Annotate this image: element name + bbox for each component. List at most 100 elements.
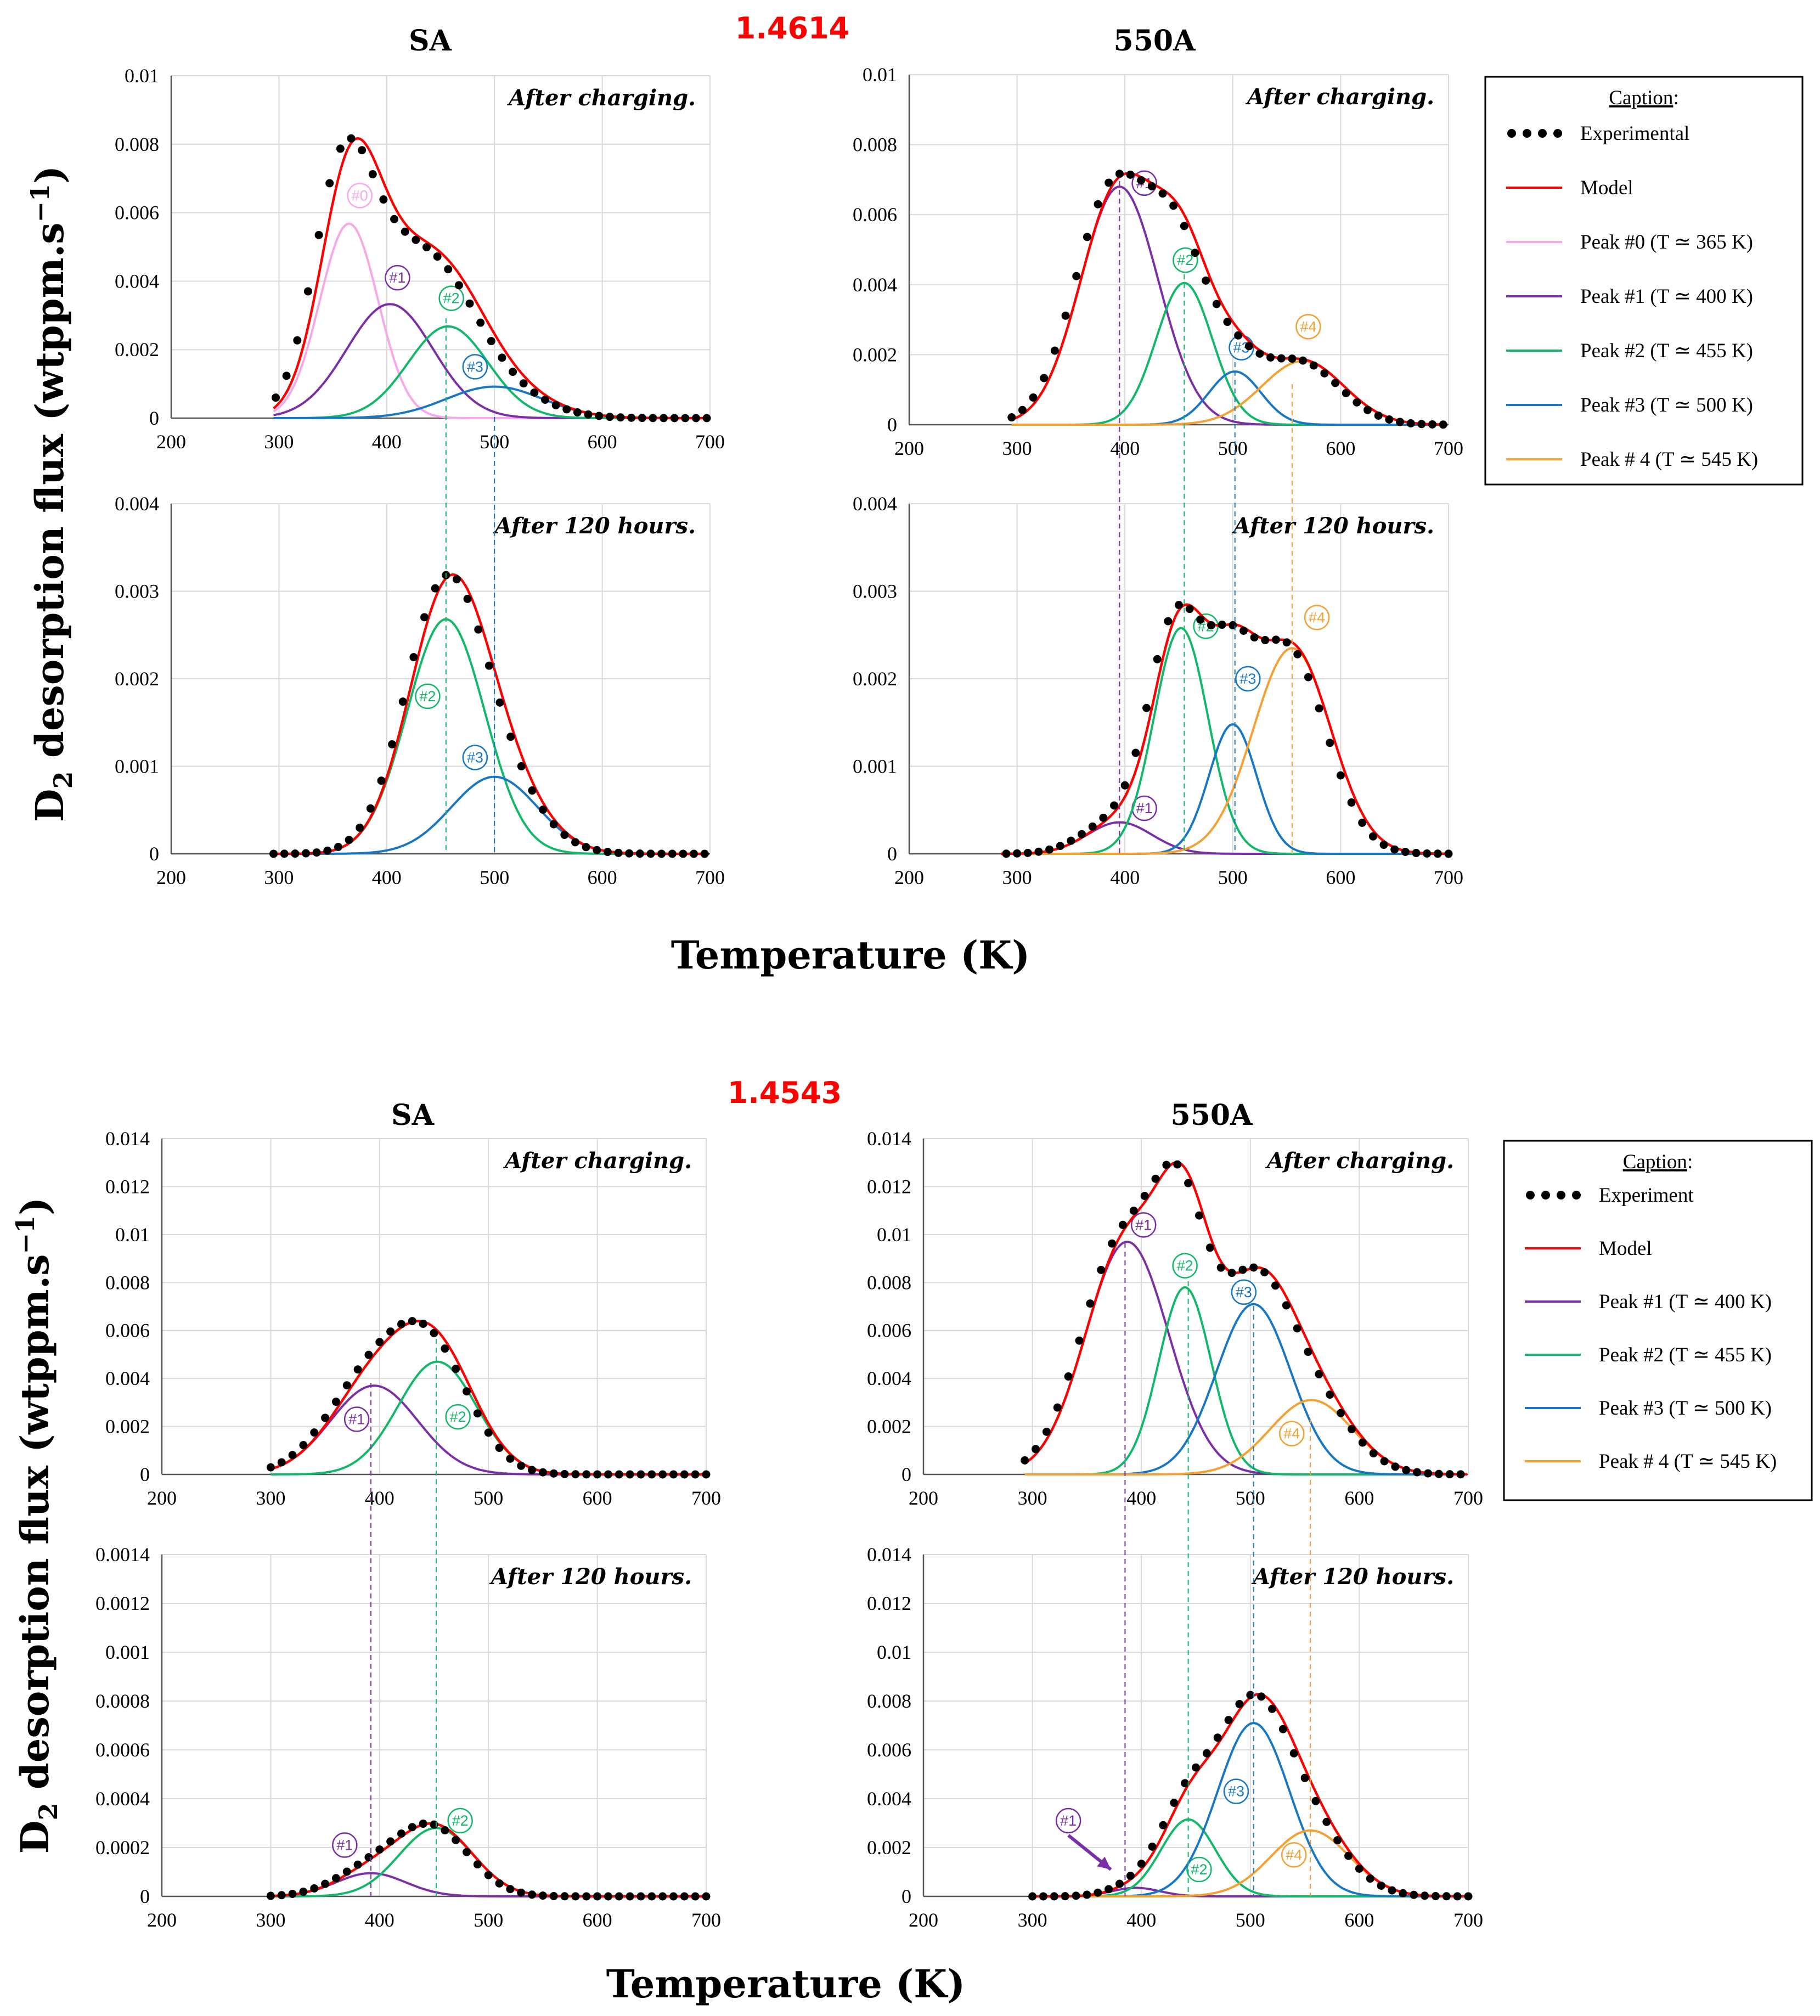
experimental-point [1072, 1891, 1080, 1900]
experimental-point [433, 252, 442, 261]
chart-annotation: After charging. [503, 1148, 692, 1174]
experimental-point [691, 414, 700, 423]
experimental-point [310, 1884, 319, 1893]
legend-item-p1: Peak #1 (T ≃ 400 K) [1525, 1291, 1772, 1313]
experimental-point [1431, 1891, 1440, 1900]
experimental-point [1456, 1470, 1465, 1479]
gridlines [923, 1554, 1469, 1896]
experimental-point [517, 762, 526, 770]
experimental-point [616, 413, 625, 422]
experimental-point [1413, 1468, 1422, 1477]
y-label-exp: −1 [25, 184, 55, 223]
experimental-series [272, 134, 711, 423]
experimental-point [690, 849, 698, 858]
y-tick-label: 0.01 [115, 1224, 150, 1246]
legend-title: Caption: [1623, 1151, 1693, 1173]
legend-item-p2: Peak #2 (T ≃ 455 K) [1525, 1344, 1772, 1366]
experimental-point [636, 1892, 645, 1901]
peak-label-p4: #4 [1279, 1421, 1305, 1446]
x-tick-label: 500 [1218, 437, 1248, 459]
experimental-point [627, 413, 636, 422]
experimental-point [321, 1879, 330, 1888]
peak-label-p1: #1 [1055, 1807, 1081, 1834]
legend-label: Peak #1 (T ≃ 400 K) [1599, 1291, 1772, 1313]
experimental-point [430, 1328, 438, 1337]
experimental-point [1180, 222, 1188, 230]
experimental-point [593, 1892, 602, 1901]
y-tick-label: 0.006 [867, 1739, 911, 1761]
experimental-point [1399, 1889, 1407, 1897]
experimental-point [484, 1871, 493, 1879]
experimental-point [1369, 1449, 1378, 1458]
experimental-point [1202, 276, 1210, 285]
experimental-point [582, 1470, 591, 1479]
experimental-point [375, 1845, 384, 1854]
experimental-point [1246, 1691, 1255, 1699]
experimental-point [465, 299, 474, 308]
experimental-point [560, 830, 569, 839]
experimental-point [1300, 1773, 1309, 1782]
x-tick-label: 400 [1126, 1487, 1156, 1509]
x-tick-label: 400 [365, 1487, 395, 1509]
y-label-end: ) [27, 166, 72, 184]
experimental-point [1299, 356, 1308, 365]
experimental-point [1105, 1885, 1113, 1894]
x-tick-label: 500 [474, 1487, 503, 1509]
x-tick-label: 300 [1002, 437, 1032, 459]
experimental-point [1053, 1403, 1062, 1412]
y-tick-label: 0.006 [115, 202, 159, 224]
experimental-point [1115, 170, 1124, 178]
experimental-point [679, 849, 688, 858]
peak-label-p2: #2 [1186, 1856, 1212, 1883]
experimental-point [1442, 1892, 1451, 1901]
experimental-point [702, 1892, 711, 1901]
experimental-point [291, 849, 300, 858]
experimental-point [277, 1458, 286, 1467]
y-tick-label: 0.0014 [95, 1544, 150, 1566]
peak-label-p1: #1 [1131, 795, 1157, 821]
bottom-section-value: 1.4543 [728, 1075, 842, 1110]
experimental-point [474, 625, 483, 634]
peak-curve-p2 [1011, 281, 1447, 426]
experimental-point [1131, 748, 1140, 757]
experimental-point [444, 265, 453, 274]
experimental-point [658, 1470, 667, 1479]
experimental-point [452, 1365, 460, 1373]
experimental-point [1034, 847, 1043, 856]
experimental-point [1120, 781, 1129, 790]
peak-label-circle [1130, 1212, 1157, 1238]
experimental-point [702, 1470, 711, 1479]
experimental-point [539, 806, 548, 814]
experimental-point [680, 1892, 689, 1901]
y-tick-label: 0 [140, 1885, 150, 1907]
y-tick-label: 0.002 [867, 1837, 911, 1859]
x-tick-label: 200 [147, 1909, 177, 1931]
peak-label-text: #2 [419, 688, 436, 705]
experimental-point [669, 1470, 678, 1479]
peak-label-p4: #4 [1304, 605, 1330, 630]
experimental-point [1282, 638, 1291, 647]
experimental-point [353, 1860, 362, 1869]
experimental-point [366, 804, 375, 813]
experimental-point [625, 849, 634, 858]
peak-label-p2: #2 [438, 285, 464, 311]
experimental-point [1428, 420, 1437, 429]
experimental-point [390, 215, 399, 223]
experimental-point [473, 1409, 482, 1418]
x-tick-label: 600 [1326, 437, 1355, 459]
chart-annotation: After charging. [506, 85, 696, 111]
experimental-point [299, 1888, 308, 1896]
x-tick-label: 300 [1018, 1909, 1047, 1931]
experimental-series [266, 1820, 711, 1901]
x-tick-label: 500 [480, 431, 509, 453]
experimental-point [1445, 1470, 1454, 1479]
x-tick-label: 500 [1218, 866, 1248, 888]
experimental-point [1202, 1749, 1211, 1758]
experimental-point [1207, 621, 1215, 629]
peak-label-circle [343, 1406, 370, 1432]
experimental-point [1118, 1220, 1127, 1229]
legend-title-text: Caption [1609, 87, 1673, 109]
legend-dot [1572, 1191, 1581, 1200]
x-tick-label: 200 [147, 1487, 177, 1509]
experimental-point [1344, 1851, 1353, 1860]
